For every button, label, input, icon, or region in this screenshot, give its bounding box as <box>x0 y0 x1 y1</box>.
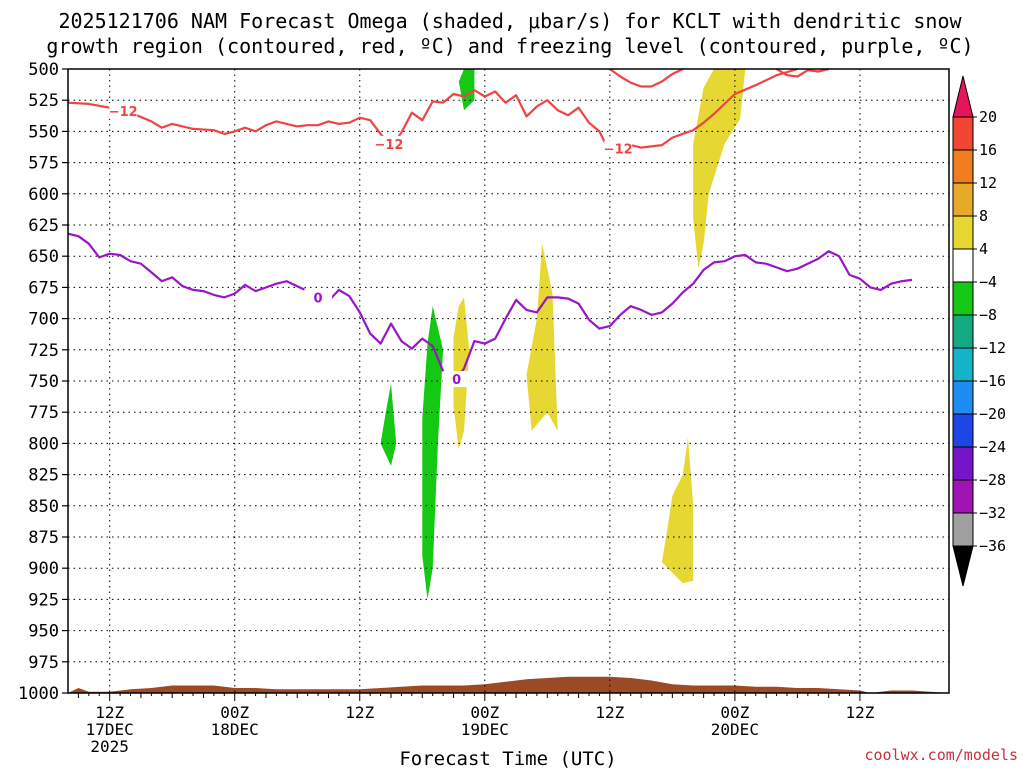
y-tick-label-4: 600 <box>28 185 59 205</box>
y-tick-label-19: 975 <box>28 653 59 673</box>
x-tick-label-0-1: 17DEC <box>86 720 134 739</box>
contour-label-1: −12 <box>374 138 403 153</box>
y-tick-label-5: 625 <box>28 216 59 236</box>
chart-title-line-2: growth region (contoured, red, ºC) and f… <box>46 34 973 58</box>
colorbar-label-9: −20 <box>979 405 1006 423</box>
colorbar-label-7: −12 <box>979 339 1006 357</box>
y-tick-label-16: 900 <box>28 559 59 579</box>
colorbar-box-10 <box>952 446 974 481</box>
x-tick-label-3-1: 19DEC <box>461 720 509 739</box>
colorbar-label-1: 16 <box>979 141 997 159</box>
omega-region-1 <box>380 383 397 466</box>
colorbar-label-5: −4 <box>979 273 997 291</box>
colorbar-box-7 <box>952 347 974 382</box>
omega-region-2 <box>422 306 444 600</box>
colorbar-label-0: 20 <box>979 108 997 126</box>
omega-region-6 <box>661 437 694 584</box>
contour-labels: −12 −12 −12 0 0 <box>109 102 633 388</box>
contour-label-bg-2 <box>604 140 633 157</box>
x-tick-label-6-0: 12Z <box>845 703 874 722</box>
colorbar-bottom-arrow <box>952 545 974 587</box>
contour-label-4: 0 <box>452 373 461 388</box>
contour-1 <box>609 68 684 88</box>
x-tick-label-4-0: 12Z <box>595 703 624 722</box>
y-axis: 500 525 550 575 600 625 650 675 700 725 750 775 800 8… <box>18 60 68 704</box>
colorbar-box-9 <box>952 413 974 448</box>
y-tick-label-18: 950 <box>28 622 59 642</box>
y-tick-label-12: 800 <box>28 434 59 454</box>
colorbar-label-3: 8 <box>979 207 988 225</box>
colorbar-box-4 <box>952 248 974 283</box>
contour-lines <box>67 67 913 385</box>
x-tick-label-0-2: 2025 <box>90 737 129 756</box>
contour-label-bg-3 <box>304 289 333 306</box>
colorbar-box-6 <box>952 314 974 349</box>
y-tick-label-9: 725 <box>28 341 59 361</box>
colorbar-box-2 <box>952 182 974 217</box>
contour-0 <box>67 67 798 154</box>
x-tick-label-5-1: 20DEC <box>711 720 759 739</box>
colorbar-box-8 <box>952 380 974 415</box>
contour-label-bg-0 <box>109 102 138 119</box>
colorbar-label-6: −8 <box>979 306 997 324</box>
colorbar-label-11: −28 <box>979 471 1006 489</box>
contour-label-3: 0 <box>314 291 323 306</box>
credit-text: coolwx.com/models <box>864 746 1018 764</box>
colorbar-top-arrow <box>952 75 974 118</box>
y-tick-label-20: 1000 <box>18 684 59 704</box>
colorbar-label-8: −16 <box>979 372 1006 390</box>
y-tick-label-17: 925 <box>28 590 59 610</box>
y-tick-label-0: 500 <box>28 60 59 80</box>
terrain <box>68 676 949 693</box>
omega-region-5 <box>693 69 746 269</box>
x-tick-label-2-0: 12Z <box>345 703 374 722</box>
contour-3 <box>67 232 913 385</box>
x-tick-label-3-0: 00Z <box>470 703 499 722</box>
terrain-fill <box>68 676 949 693</box>
colorbar-box-11 <box>952 479 974 514</box>
colorbar-label-13: −36 <box>979 537 1006 555</box>
colorbar-label-2: 12 <box>979 174 997 192</box>
colorbar-label-4: 4 <box>979 240 988 258</box>
y-tick-label-1: 525 <box>28 91 59 111</box>
omega-region-0 <box>458 69 475 111</box>
y-tick-label-2: 550 <box>28 122 59 142</box>
colorbar-box-0 <box>952 116 974 151</box>
y-tick-label-14: 850 <box>28 497 59 517</box>
y-tick-label-11: 775 <box>28 403 59 423</box>
omega-region-4 <box>526 243 558 431</box>
x-tick-label-1-0: 00Z <box>220 703 249 722</box>
colorbar-label-10: −24 <box>979 438 1006 456</box>
colorbar-label-12: −32 <box>979 504 1006 522</box>
grid <box>68 69 949 693</box>
contour-label-2: −12 <box>604 143 633 158</box>
y-tick-label-8: 700 <box>28 310 59 330</box>
contour-label-bg-1 <box>374 135 403 152</box>
y-tick-label-13: 825 <box>28 466 59 486</box>
chart-title-line-1: 2025121706 NAM Forecast Omega (shaded, μ… <box>58 9 962 33</box>
x-tick-label-5-0: 00Z <box>720 703 749 722</box>
y-tick-label-15: 875 <box>28 528 59 548</box>
contour-label-0: −12 <box>109 105 138 120</box>
y-tick-label-10: 750 <box>28 372 59 392</box>
colorbar-box-3 <box>952 215 974 250</box>
contour-label-bg-4 <box>442 371 471 388</box>
contour-2 <box>776 67 829 78</box>
colorbar: 20 16 12 8 4 −4 −8 −12 −16 −20 −24 −28 −32 −36 <box>952 75 1006 587</box>
y-tick-label-6: 650 <box>28 247 59 267</box>
x-axis-label: Forecast Time (UTC) <box>399 748 616 768</box>
omega-shading <box>380 69 746 600</box>
colorbar-box-5 <box>952 281 974 316</box>
colorbar-box-1 <box>952 149 974 184</box>
x-tick-label-0-0: 12Z <box>95 703 124 722</box>
colorbar-box-12 <box>952 512 974 547</box>
y-tick-label-3: 575 <box>28 154 59 174</box>
x-tick-label-1-1: 18DEC <box>211 720 259 739</box>
y-tick-label-7: 675 <box>28 278 59 298</box>
